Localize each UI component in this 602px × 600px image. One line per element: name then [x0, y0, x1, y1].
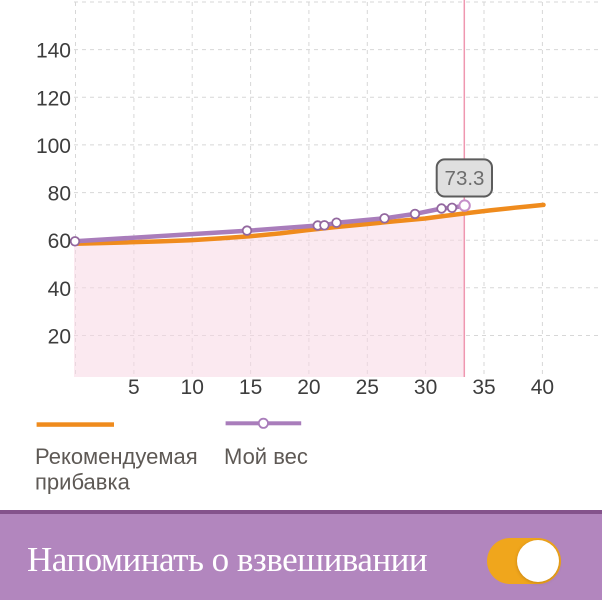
svg-text:40: 40 [531, 376, 554, 399]
svg-text:73.3: 73.3 [445, 167, 485, 190]
svg-text:Мой вес: Мой вес [224, 444, 308, 469]
svg-text:120: 120 [36, 87, 71, 110]
svg-text:прибавка: прибавка [35, 469, 131, 494]
svg-text:25: 25 [356, 376, 379, 399]
svg-text:10: 10 [181, 376, 204, 399]
svg-text:5: 5 [128, 376, 140, 399]
svg-text:20: 20 [48, 326, 71, 349]
svg-text:140: 140 [36, 40, 71, 63]
svg-text:35: 35 [472, 376, 495, 399]
svg-text:15: 15 [239, 376, 262, 399]
svg-text:30: 30 [414, 376, 437, 399]
svg-text:100: 100 [36, 135, 71, 158]
svg-text:20: 20 [297, 376, 320, 399]
svg-text:60: 60 [48, 230, 71, 253]
svg-text:Рекомендуемая: Рекомендуемая [35, 444, 198, 469]
svg-text:80: 80 [48, 183, 71, 206]
svg-text:40: 40 [48, 278, 71, 301]
